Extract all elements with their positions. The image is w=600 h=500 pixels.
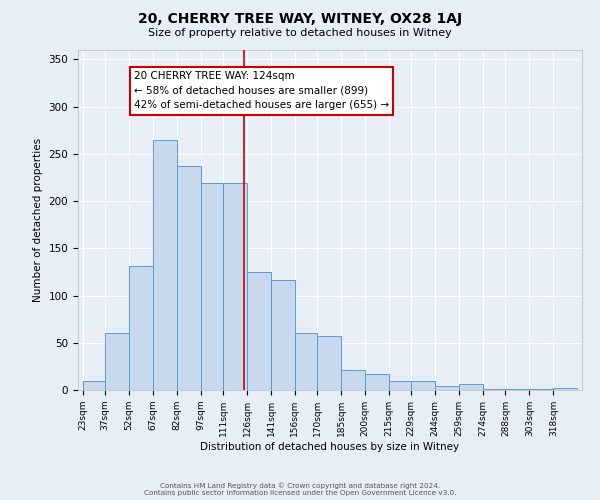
- Bar: [295, 334, 317, 390]
- Text: Size of property relative to detached houses in Witney: Size of property relative to detached ho…: [148, 28, 452, 38]
- Bar: [129, 266, 153, 390]
- Bar: [483, 389, 505, 390]
- Bar: [435, 386, 459, 390]
- Bar: [223, 183, 247, 390]
- Bar: [459, 384, 483, 390]
- Bar: [177, 166, 201, 390]
- Bar: [365, 374, 389, 390]
- Text: 20, CHERRY TREE WAY, WITNEY, OX28 1AJ: 20, CHERRY TREE WAY, WITNEY, OX28 1AJ: [138, 12, 462, 26]
- Bar: [317, 336, 341, 390]
- Bar: [529, 389, 553, 390]
- Bar: [505, 389, 529, 390]
- Text: Contains public sector information licensed under the Open Government Licence v3: Contains public sector information licen…: [144, 490, 456, 496]
- Bar: [83, 380, 105, 390]
- Bar: [153, 140, 177, 390]
- Bar: [271, 280, 295, 390]
- Bar: [389, 380, 412, 390]
- Y-axis label: Number of detached properties: Number of detached properties: [33, 138, 43, 302]
- Bar: [412, 380, 435, 390]
- Text: Contains HM Land Registry data © Crown copyright and database right 2024.: Contains HM Land Registry data © Crown c…: [160, 482, 440, 489]
- Bar: [105, 334, 129, 390]
- Bar: [341, 370, 365, 390]
- Bar: [553, 388, 577, 390]
- Bar: [201, 183, 223, 390]
- Bar: [247, 272, 271, 390]
- X-axis label: Distribution of detached houses by size in Witney: Distribution of detached houses by size …: [200, 442, 460, 452]
- Text: 20 CHERRY TREE WAY: 124sqm
← 58% of detached houses are smaller (899)
42% of sem: 20 CHERRY TREE WAY: 124sqm ← 58% of deta…: [134, 71, 389, 110]
